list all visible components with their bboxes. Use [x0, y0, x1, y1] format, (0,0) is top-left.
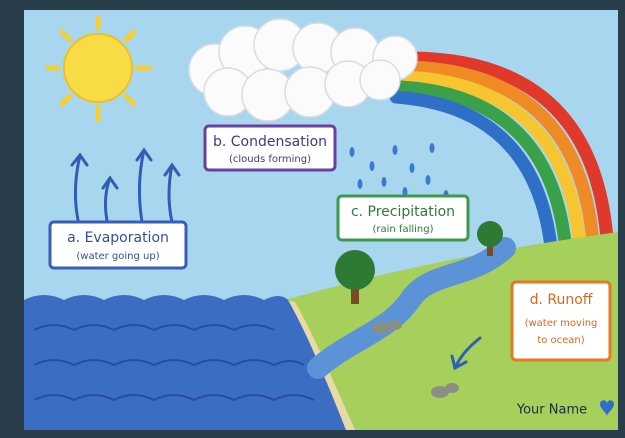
label-title: a. Evaporation: [67, 230, 169, 246]
page: a. Evaporation (water going up) b. Conde…: [0, 0, 625, 438]
label-note: (water moving: [525, 318, 598, 329]
signature: Your Name: [516, 403, 587, 418]
label-note: (clouds forming): [229, 154, 311, 165]
label-title: c. Precipitation: [351, 204, 455, 220]
label-title: d. Runoff: [530, 292, 593, 308]
label-note: (water going up): [76, 251, 159, 262]
runoff-label: d. Runoff (water moving to ocean): [512, 282, 610, 360]
label-note: (rain falling): [372, 224, 433, 235]
condensation-label: b. Condensation (clouds forming): [205, 126, 335, 170]
evaporation-label: a. Evaporation (water going up): [50, 222, 186, 268]
precipitation-label: c. Precipitation (rain falling): [338, 196, 468, 240]
label-title: b. Condensation: [213, 134, 327, 150]
label-note: to ocean): [537, 335, 584, 346]
water-cycle-picture: a. Evaporation (water going up) b. Conde…: [0, 0, 625, 438]
